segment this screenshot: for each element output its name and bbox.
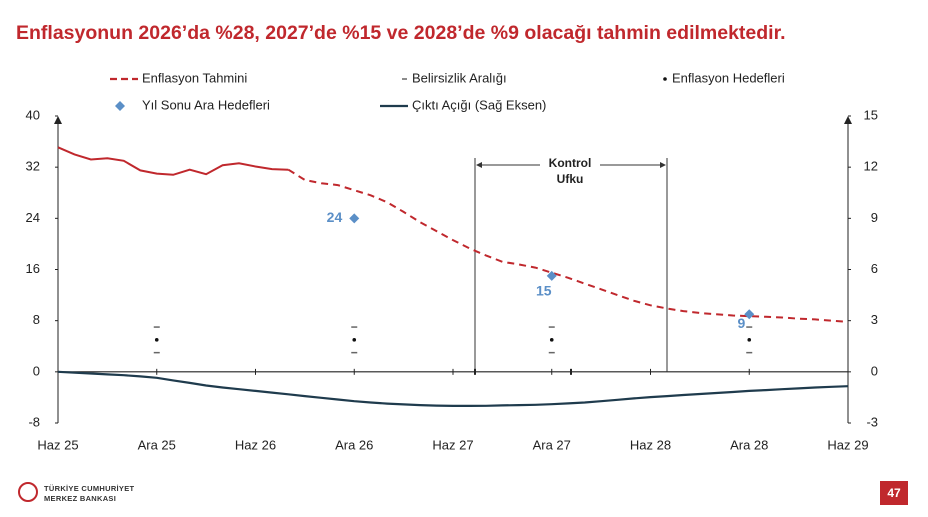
- y-tick-label: 8: [33, 312, 40, 327]
- target-dot: [747, 338, 752, 342]
- y2-tick-label: 15: [864, 107, 878, 122]
- y2-tick-label: 9: [871, 210, 878, 225]
- y2-tick-label: -3: [866, 414, 878, 429]
- y-tick-label: 16: [26, 261, 40, 276]
- x-tick-label: Haz 25: [37, 437, 78, 452]
- y-tick-label: 32: [26, 159, 40, 174]
- legend-label: Enflasyon Hedefleri: [672, 70, 785, 85]
- data-label: 9: [737, 315, 745, 331]
- chart: -8 0 8 16 24 32 40 -3 0 3 6 9 12 15 Haz 25 Ara 25 Haz 26…: [26, 70, 878, 452]
- series-line: [57, 146, 289, 176]
- x-tick-label: Haz 27: [432, 437, 473, 452]
- diamond: [546, 270, 557, 281]
- x-tick-label: Ara 25: [138, 437, 176, 452]
- bank-name: TÜRKİYE CUMHURİYET MERKEZ BANKASI: [44, 484, 134, 504]
- annotation: Kontrol Ufku: [548, 156, 592, 186]
- data-label: 24: [327, 209, 343, 225]
- y-tick-label: 40: [26, 107, 40, 122]
- logo: [18, 482, 38, 502]
- x-tick-label: Haz 29: [827, 437, 868, 452]
- target-dot: [549, 338, 554, 342]
- y2-tick-label: 12: [864, 159, 878, 174]
- y2-tick-label: 0: [871, 363, 878, 378]
- legend-label: Belirsizlik Aralığı: [412, 70, 507, 85]
- legend-label: Enflasyon Tahmini: [142, 70, 247, 85]
- axis-arrow: [54, 116, 62, 124]
- legend-swatch: [115, 101, 125, 111]
- arrow-head: [660, 162, 666, 168]
- legend-swatch: [663, 77, 667, 81]
- x-tick-label: Ara 27: [533, 437, 571, 452]
- bank-line: TÜRKİYE CUMHURİYET: [44, 484, 135, 493]
- x-tick-label: Ara 26: [335, 437, 373, 452]
- x-tick-label: Haz 26: [235, 437, 276, 452]
- page-number: 47: [880, 481, 908, 505]
- x-tick-label: Haz 28: [630, 437, 671, 452]
- series-line: [287, 168, 849, 323]
- axis-arrow: [844, 116, 852, 124]
- legend-label: Çıktı Açığı (Sağ Eksen): [412, 97, 546, 112]
- arrow-head: [476, 162, 482, 168]
- diamond: [744, 309, 755, 320]
- series-line: [57, 370, 849, 407]
- legend-label: Yıl Sonu Ara Hedefleri: [142, 97, 270, 112]
- y-tick-label: 0: [33, 363, 40, 378]
- chart-title: Enflasyonun 2026’da %28, 2027’de %15 ve …: [16, 22, 786, 44]
- target-dot: [352, 338, 357, 342]
- bank-line: MERKEZ BANKASI: [44, 494, 117, 503]
- y-tick-label: -8: [28, 414, 40, 429]
- target-dot: [154, 338, 159, 342]
- y2-tick-label: 6: [871, 261, 878, 276]
- diamond: [349, 213, 360, 224]
- y2-tick-label: 3: [871, 312, 878, 327]
- y-tick-label: 24: [26, 210, 40, 225]
- x-tick-label: Ara 28: [730, 437, 768, 452]
- data-label: 15: [536, 283, 552, 299]
